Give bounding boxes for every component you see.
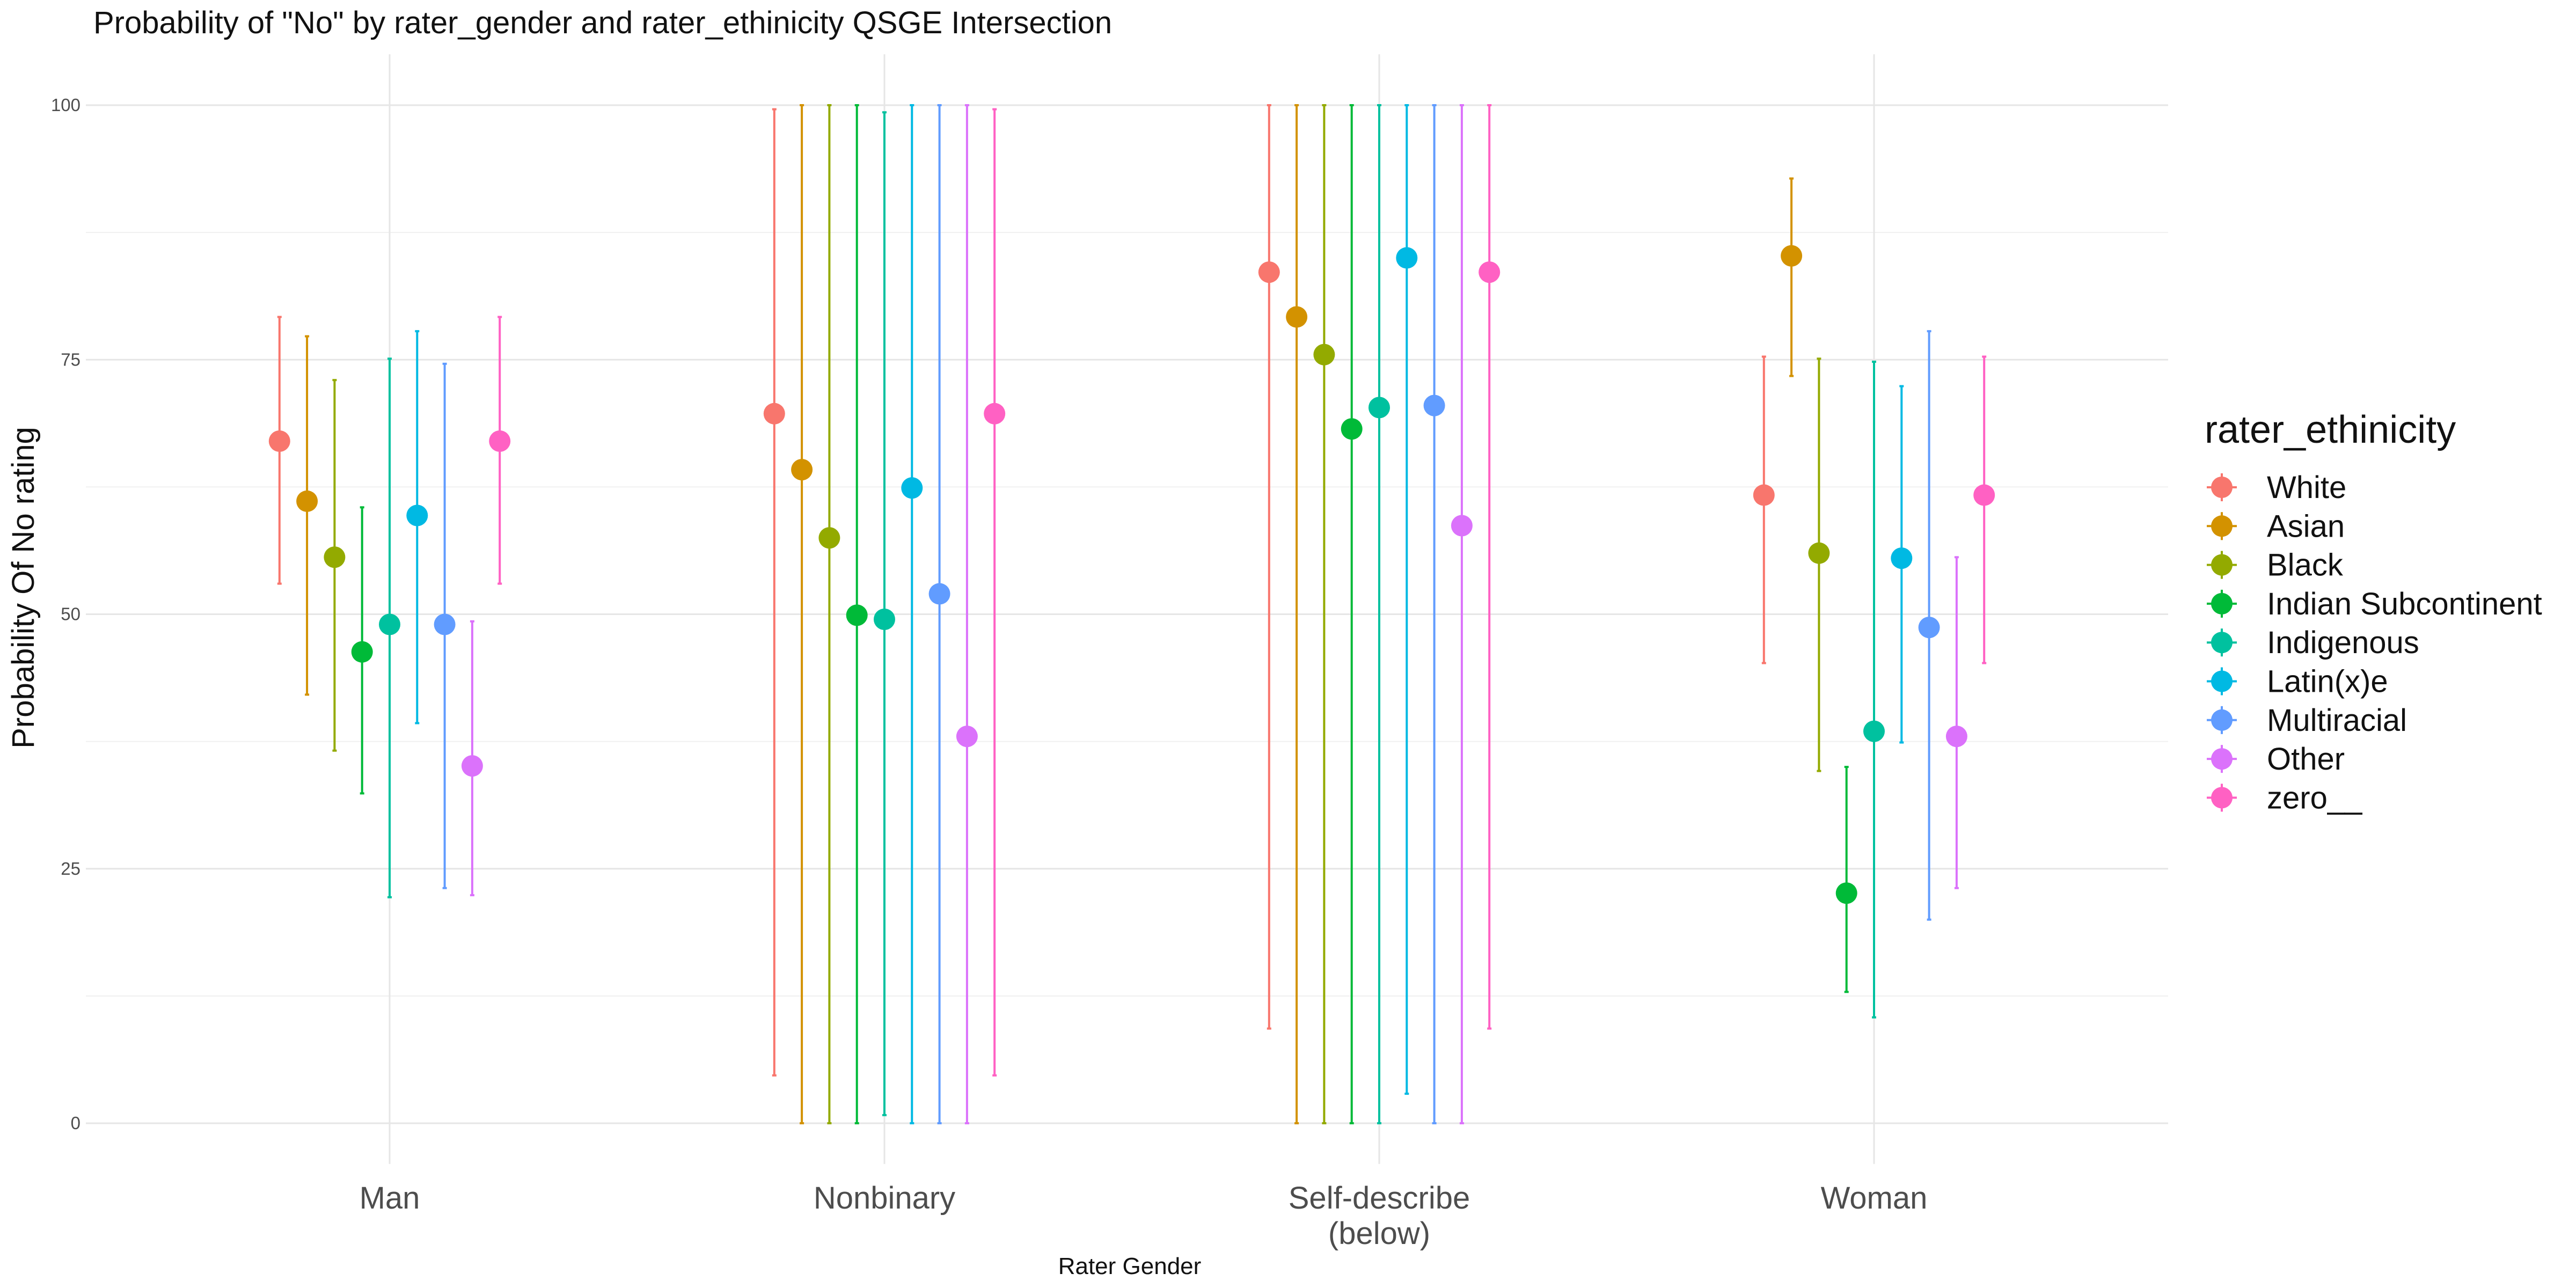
legend-label: Other — [2267, 742, 2345, 777]
legend-item: Black — [2207, 548, 2344, 583]
data-point — [324, 546, 346, 568]
data-point — [1313, 343, 1335, 365]
data-point — [1863, 720, 1885, 742]
grid — [86, 54, 2168, 1164]
data-point — [1286, 306, 1308, 328]
data-point — [1945, 726, 1967, 748]
legend-key-point — [2211, 477, 2233, 498]
x-tick-label: Woman — [1821, 1181, 1928, 1216]
data-point — [1341, 418, 1363, 440]
legend-key-point — [2211, 592, 2233, 614]
legend-key-point — [2211, 515, 2233, 537]
data-point — [874, 608, 895, 630]
legend-key-point — [2211, 670, 2233, 692]
x-axis-label: Rater Gender — [1058, 1253, 1202, 1279]
data-point — [901, 477, 923, 499]
y-axis-label: Probability Of No rating — [6, 427, 41, 749]
data-point — [1423, 394, 1445, 416]
data-point — [846, 604, 868, 626]
data-point — [1781, 245, 1803, 267]
legend-key-point — [2211, 787, 2233, 809]
data-point — [984, 402, 1006, 425]
data-point — [351, 641, 373, 663]
data-point — [956, 726, 978, 748]
x-tick-label: Nonbinary — [814, 1181, 955, 1216]
x-tick-label: Man — [360, 1181, 420, 1216]
series-1 — [296, 104, 1803, 1124]
legend-key-point — [2211, 748, 2233, 770]
series-2 — [324, 104, 1830, 1124]
data-point — [1973, 484, 1995, 506]
data-point — [434, 613, 456, 635]
legend-items: White Asian Black Indian Subcontinent Indige… — [2207, 470, 2542, 815]
x-axis-ticks: Man Nonbinary Self-describe (below) Woman — [360, 1181, 1928, 1251]
legend-item: Indian Subcontinent — [2207, 587, 2542, 621]
series-3 — [351, 104, 1857, 1124]
legend-title: rater_ethinicity — [2205, 408, 2456, 451]
legend-key-point — [2211, 554, 2233, 576]
series-layer — [268, 104, 1995, 1124]
data-point — [1368, 397, 1390, 419]
legend-item: Latin(x)e — [2207, 664, 2388, 699]
legend-item: Indigenous — [2207, 625, 2419, 660]
data-point — [791, 459, 813, 481]
series-5 — [406, 104, 1913, 1124]
legend-item: White — [2207, 470, 2346, 505]
data-point — [1396, 247, 1418, 269]
legend-label: Latin(x)e — [2267, 664, 2388, 699]
data-point — [406, 504, 428, 526]
series-4 — [379, 104, 1885, 1124]
y-tick-label: 50 — [61, 604, 80, 624]
legend-label: White — [2267, 470, 2346, 505]
y-tick-label: 100 — [51, 95, 80, 115]
data-point — [296, 490, 318, 512]
legend: rater_ethinicity White Asian Black Indian S… — [2205, 408, 2542, 815]
y-tick-label: 25 — [61, 859, 80, 879]
data-point — [928, 583, 950, 605]
data-point — [1258, 261, 1280, 283]
legend-label: Asian — [2267, 509, 2345, 544]
legend-label: Indigenous — [2267, 625, 2419, 660]
legend-item: Multiracial — [2207, 703, 2407, 738]
data-point — [1479, 261, 1501, 283]
series-0 — [268, 104, 1775, 1077]
x-tick-label: Self-describe (below) — [1289, 1181, 1470, 1251]
data-point — [1451, 515, 1473, 537]
data-point — [763, 402, 785, 425]
data-point — [461, 755, 483, 777]
y-tick-label: 75 — [61, 349, 80, 369]
data-point — [1918, 617, 1940, 639]
y-tick-label: 0 — [71, 1113, 80, 1133]
data-point — [1753, 484, 1775, 506]
legend-item: zero__ — [2207, 780, 2362, 815]
data-point — [818, 527, 840, 549]
legend-item: Other — [2207, 742, 2345, 777]
y-axis-ticks: 0 25 50 75 100 — [51, 95, 80, 1133]
series-7 — [461, 104, 1967, 1124]
legend-key-point — [2211, 709, 2233, 731]
data-point — [268, 430, 290, 452]
data-point — [379, 613, 400, 635]
legend-label: zero__ — [2267, 780, 2362, 815]
legend-label: Indian Subcontinent — [2267, 587, 2542, 621]
legend-item: Asian — [2207, 509, 2345, 544]
legend-key-point — [2211, 632, 2233, 654]
legend-label: Black — [2267, 548, 2344, 583]
data-point — [489, 430, 511, 452]
data-point — [1891, 547, 1913, 569]
data-point — [1808, 542, 1830, 564]
chart-title: Probability of "No" by rater_gender and … — [93, 5, 1112, 40]
legend-label: Multiracial — [2267, 703, 2407, 738]
series-8 — [489, 104, 1995, 1077]
data-point — [1835, 882, 1857, 904]
series-6 — [434, 104, 1940, 1124]
